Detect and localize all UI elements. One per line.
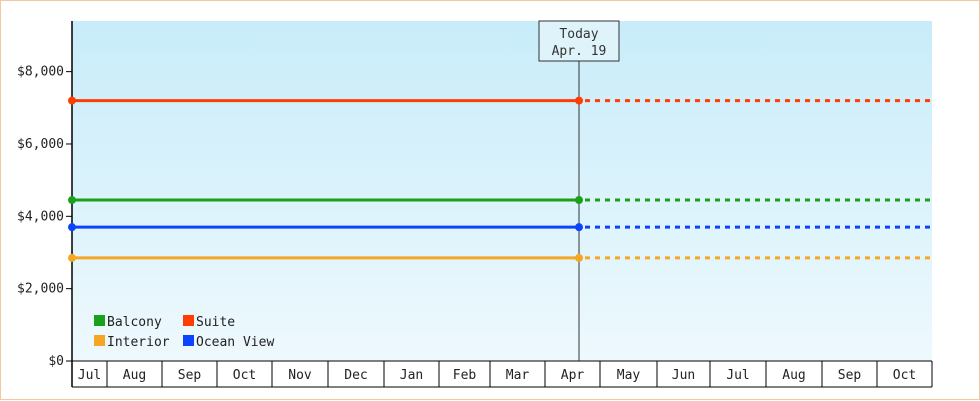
legend-label: Suite <box>196 315 235 330</box>
series-point-start <box>68 96 76 105</box>
x-tick-label: Aug <box>782 368 805 383</box>
x-tick-label: Jul <box>726 368 749 383</box>
y-tick-label: $8,000 <box>17 65 64 80</box>
series-point-start <box>68 253 76 262</box>
plot-background <box>72 21 932 361</box>
x-tick-label: Apr <box>561 368 585 383</box>
legend-label: Ocean View <box>196 335 274 350</box>
y-tick-label: $2,000 <box>17 282 64 297</box>
today-label: Today <box>559 27 598 42</box>
x-tick-label: Oct <box>893 368 916 383</box>
x-tick-label: Oct <box>233 368 256 383</box>
x-tick-label: Sep <box>838 368 862 383</box>
x-tick-label: May <box>617 368 641 383</box>
x-tick-label: Jun <box>672 368 695 383</box>
legend-label: Balcony <box>107 315 162 330</box>
series-point-end <box>575 96 583 105</box>
series-lines <box>68 96 932 262</box>
today-box <box>538 20 620 62</box>
x-tick-label: Nov <box>288 368 312 383</box>
x-tick-label: Sep <box>178 368 202 383</box>
series-point-end <box>575 196 583 205</box>
x-tick-label: Jan <box>400 368 423 383</box>
x-tick-label: Mar <box>506 368 530 383</box>
legend: Balcony Suite Interior Ocean View <box>94 315 274 350</box>
y-tick-label: $4,000 <box>17 209 64 224</box>
legend-swatch <box>94 335 105 346</box>
x-axis: Jul Aug Sep Oct Nov Dec Jan Feb Mar Apr May Jun Jul A… <box>72 360 933 388</box>
legend-label: Interior <box>107 335 170 350</box>
x-tick-label: Dec <box>344 368 367 383</box>
legend-swatch <box>183 335 194 346</box>
x-tick-label: Feb <box>453 368 477 383</box>
legend-swatch <box>183 315 194 326</box>
y-axis: $0 $2,000 $4,000 $6,000 $8,000 <box>17 21 73 387</box>
series-point-end <box>575 253 583 262</box>
series-point-start <box>68 223 76 232</box>
y-tick-label: $0 <box>48 354 64 369</box>
today-date: Apr. 19 <box>552 44 607 59</box>
series-point-end <box>575 223 583 232</box>
x-tick-label: Aug <box>123 368 146 383</box>
y-tick-label: $6,000 <box>17 137 64 152</box>
series-point-start <box>68 196 76 205</box>
legend-swatch <box>94 315 105 326</box>
today-marker: Today Apr. 19 <box>538 20 620 361</box>
x-tick-label: Jul <box>78 368 101 383</box>
